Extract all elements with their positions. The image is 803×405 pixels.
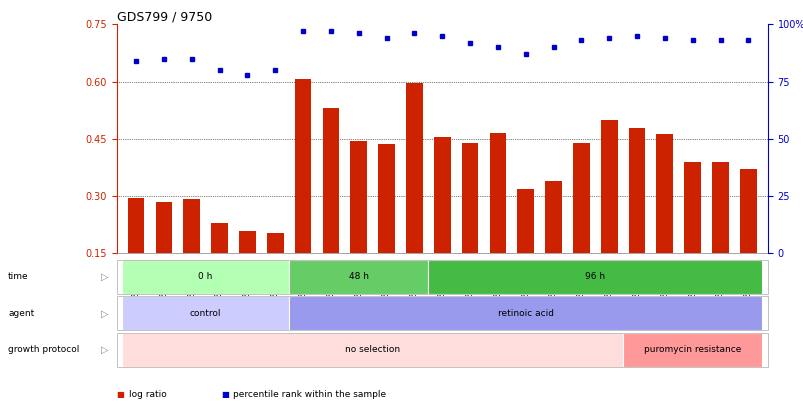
Bar (377, 145, 394, 253)
Text: ▷: ▷ (101, 272, 108, 282)
Bar (461, 143, 478, 253)
Text: GDS799 / 9750: GDS799 / 9750 (116, 10, 211, 23)
Bar (295, 79, 311, 253)
Bar (350, 141, 367, 253)
Bar (211, 224, 227, 253)
Bar (656, 134, 672, 253)
Text: time: time (8, 272, 29, 281)
Bar (600, 119, 617, 253)
Text: 0 h: 0 h (198, 272, 213, 281)
Bar (516, 189, 533, 253)
Text: log ratio: log ratio (128, 390, 166, 399)
Text: agent: agent (8, 309, 35, 318)
Text: retinoic acid: retinoic acid (497, 309, 553, 318)
Bar (128, 198, 145, 253)
Bar (434, 137, 450, 253)
Bar (267, 233, 283, 253)
Bar (489, 133, 506, 253)
Text: ■: ■ (221, 390, 229, 399)
Text: puromycin resistance: puromycin resistance (643, 345, 740, 354)
Text: ▷: ▷ (101, 345, 108, 355)
Bar (155, 202, 172, 253)
Bar (238, 231, 255, 253)
Text: control: control (190, 309, 221, 318)
Bar (711, 162, 728, 253)
Text: 48 h: 48 h (349, 272, 369, 281)
Text: ▷: ▷ (101, 308, 108, 318)
Text: ■: ■ (116, 390, 124, 399)
Bar (406, 83, 422, 253)
Bar (628, 128, 645, 253)
Bar (573, 143, 589, 253)
Text: growth protocol: growth protocol (8, 345, 79, 354)
Bar (739, 169, 756, 253)
Text: no selection: no selection (344, 345, 400, 354)
Bar (544, 181, 561, 253)
Bar (322, 108, 339, 253)
Text: 96 h: 96 h (585, 272, 605, 281)
Bar (183, 198, 200, 253)
Bar (683, 162, 700, 253)
Text: percentile rank within the sample: percentile rank within the sample (233, 390, 385, 399)
